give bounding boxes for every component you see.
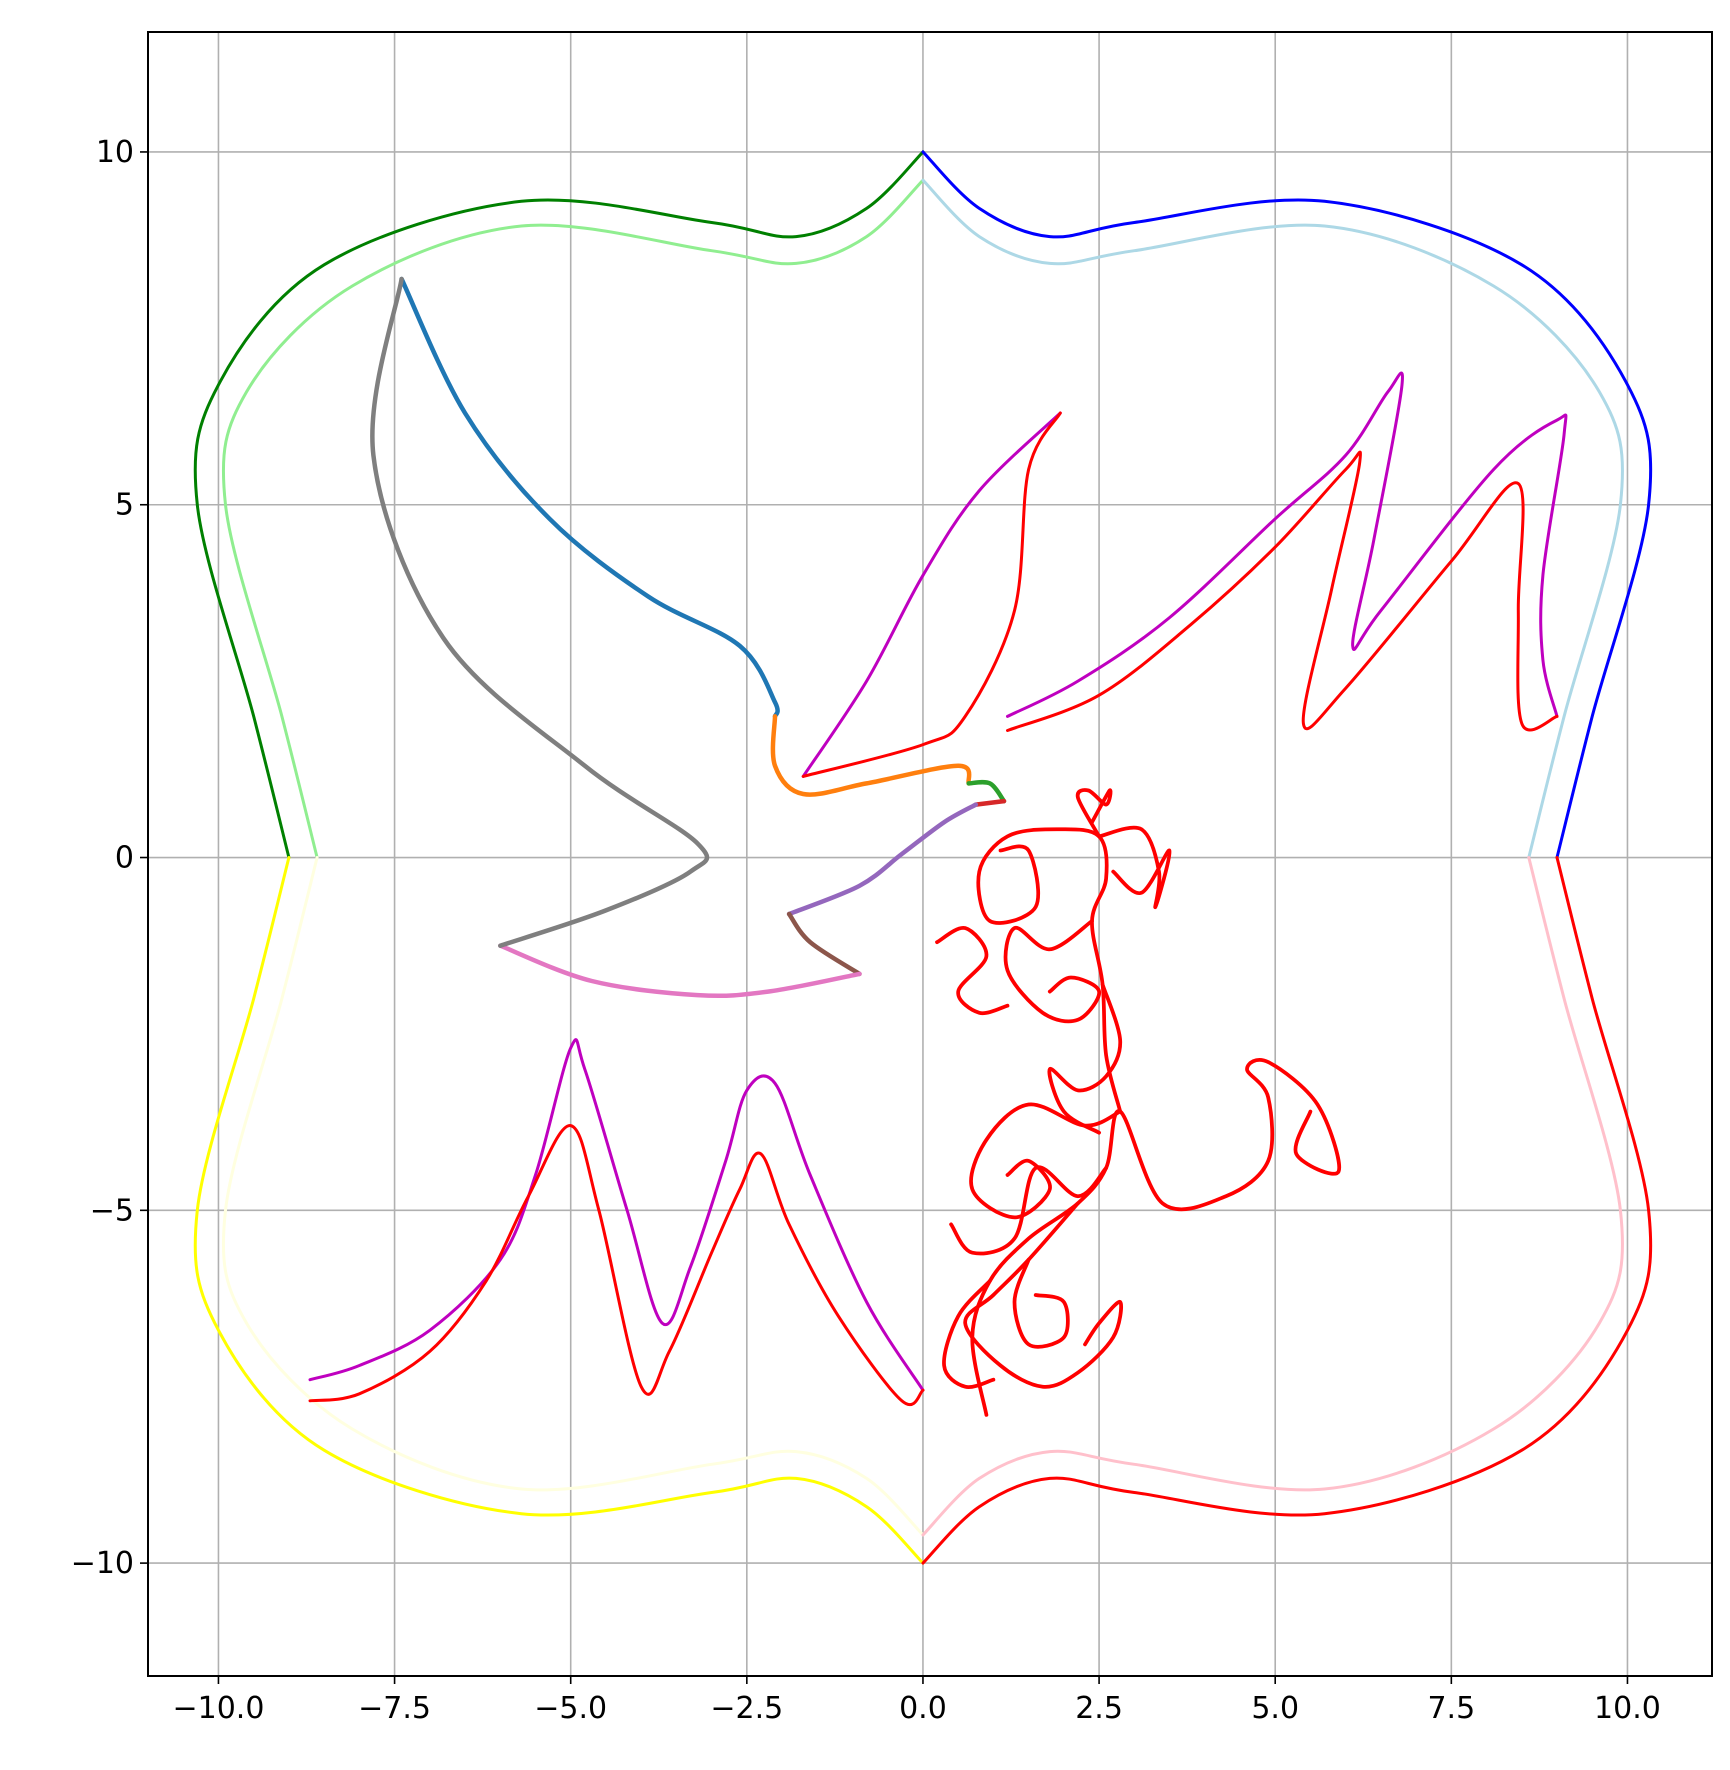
series-line-21 <box>308 1124 925 1407</box>
series-line-3 <box>921 178 1625 859</box>
x-tick-label: 7.5 <box>1427 1691 1475 1726</box>
series-line-25 <box>1075 788 1113 839</box>
series-line-26 <box>1003 919 1101 1024</box>
series-line-2 <box>921 150 1653 859</box>
series-line-32 <box>1012 1257 1070 1349</box>
y-tick-label: −5 <box>90 1193 134 1228</box>
series-line-19 <box>1006 450 1559 732</box>
series-line-33 <box>942 1279 996 1390</box>
series-line-17 <box>801 411 1062 778</box>
series-line-24 <box>1097 825 1172 909</box>
x-tick-label: 0.0 <box>899 1691 947 1726</box>
series-line-30 <box>949 1165 1108 1256</box>
series-line-4 <box>193 856 925 1565</box>
series-line-9 <box>770 714 972 797</box>
series-line-18 <box>1006 371 1568 718</box>
y-tick-label: 10 <box>96 135 134 170</box>
series-line-20 <box>308 1038 925 1392</box>
x-tick-label: −7.5 <box>358 1691 431 1726</box>
series-line-0 <box>193 150 925 859</box>
series-line-28 <box>1047 982 1123 1135</box>
series-line-6 <box>921 856 1653 1565</box>
x-tick-label: −5.0 <box>534 1691 607 1726</box>
axis-ticks: −10.0 −7.5 −5.0 −2.5 0.0 2.5 5.0 7.5 10.0 −10 −5 0 5… <box>71 135 1661 1726</box>
y-tick-label: 0 <box>115 841 134 876</box>
x-tick-label: −10.0 <box>172 1691 264 1726</box>
series-line-22 <box>970 1058 1342 1417</box>
x-tick-label: 5.0 <box>1251 1691 1299 1726</box>
series-line-15 <box>370 276 710 948</box>
series-line-14 <box>498 943 862 999</box>
series-line-12 <box>786 802 979 917</box>
y-tick-label: −10 <box>71 1546 134 1581</box>
series-group <box>193 150 1653 1565</box>
series-line-13 <box>786 911 862 977</box>
series-line-7 <box>921 856 1625 1537</box>
y-tick-label: 5 <box>115 488 134 523</box>
x-tick-label: 2.5 <box>1075 1691 1123 1726</box>
series-line-1 <box>221 178 925 859</box>
x-tick-label: −2.5 <box>710 1691 783 1726</box>
axes-frame <box>147 31 1713 1677</box>
x-tick-label: 10.0 <box>1594 1691 1661 1726</box>
series-line-8 <box>399 276 780 719</box>
series-line-31 <box>963 1201 1123 1389</box>
grid <box>148 32 1712 1676</box>
series-line-16 <box>801 411 1062 778</box>
series-line-27 <box>935 926 1010 1016</box>
series-line-10 <box>966 779 1007 804</box>
series-line-5 <box>221 856 925 1537</box>
